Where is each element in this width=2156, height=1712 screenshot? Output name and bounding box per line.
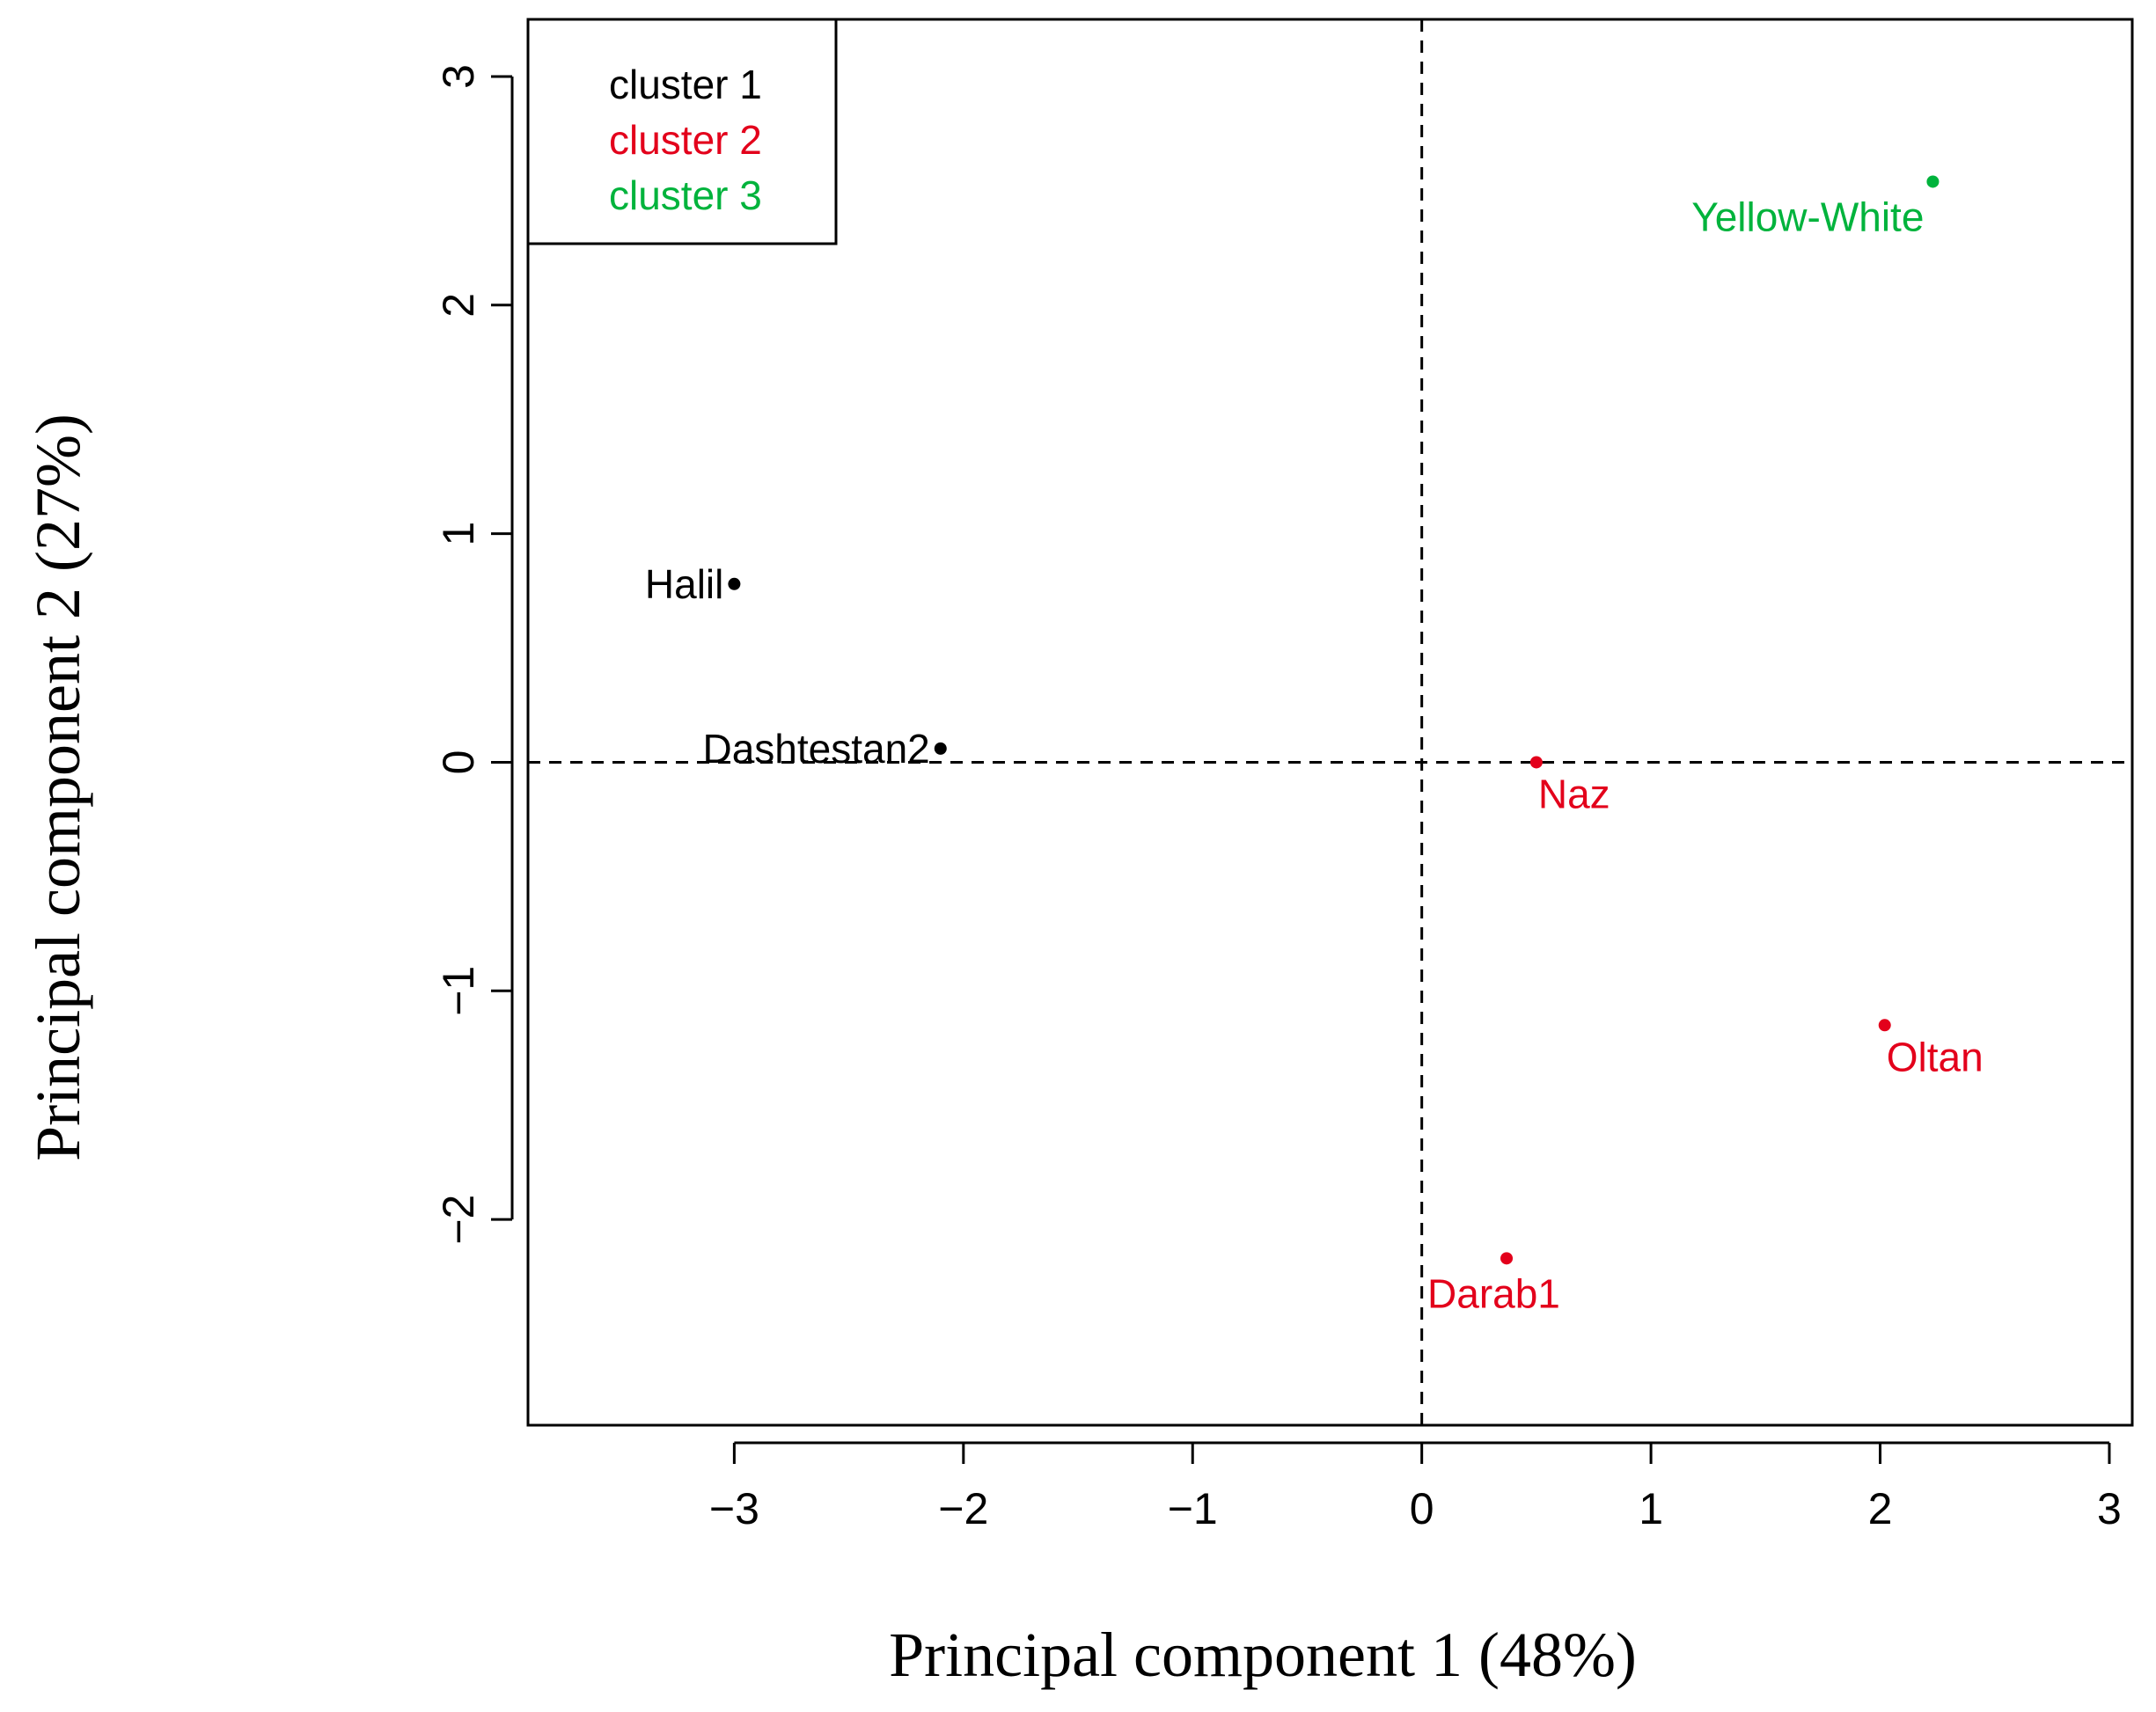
data-point — [934, 742, 947, 755]
legend-box — [526, 18, 838, 245]
y-axis-title: Principal component 2 (27%) — [23, 413, 93, 1161]
y-tick-label: −2 — [434, 1195, 483, 1245]
y-tick-label: 2 — [434, 293, 483, 318]
x-tick-label: 0 — [1410, 1484, 1434, 1533]
point-label: Dashtestan2 — [702, 726, 929, 772]
data-point — [728, 577, 741, 590]
y-tick-label: −1 — [434, 966, 483, 1016]
plot-frame — [526, 18, 2134, 1427]
legend-entry: cluster 1 — [609, 62, 762, 107]
point-label: Naz — [1538, 771, 1610, 816]
point-label: Yellow-White — [1691, 194, 1924, 239]
x-tick-label: −2 — [938, 1484, 988, 1533]
x-tick-label: 1 — [1639, 1484, 1663, 1533]
x-tick-label: −1 — [1168, 1484, 1218, 1533]
x-axis-title: Principal component 1 (48%) — [889, 1620, 1637, 1690]
data-point — [1500, 1252, 1514, 1265]
legend-entry: cluster 3 — [609, 172, 762, 218]
point-label: Darab1 — [1427, 1270, 1560, 1316]
y-tick-label: 1 — [434, 522, 483, 546]
data-points: Halil Dashtestan2 Naz Oltan Darab1 Yellow-Whi… — [645, 175, 1984, 1316]
legend: cluster 1 cluster 2 cluster 3 — [526, 18, 838, 245]
data-point — [1878, 1019, 1891, 1032]
x-tick-label: −3 — [709, 1484, 759, 1533]
x-tick-label: 3 — [2097, 1484, 2122, 1533]
reference-lines — [528, 19, 2132, 1425]
y-tick-label: 0 — [434, 750, 483, 775]
legend-entry: cluster 2 — [609, 117, 762, 163]
data-point — [1926, 175, 1940, 188]
axes: −3 −2 −1 0 1 2 3 −2 −1 0 1 2 3 — [434, 18, 2134, 1533]
x-tick-label: 2 — [1868, 1484, 1893, 1533]
point-label: Halil — [645, 561, 723, 607]
y-tick-label: 3 — [434, 64, 483, 89]
point-label: Oltan — [1887, 1034, 1984, 1079]
data-point — [1529, 756, 1543, 769]
